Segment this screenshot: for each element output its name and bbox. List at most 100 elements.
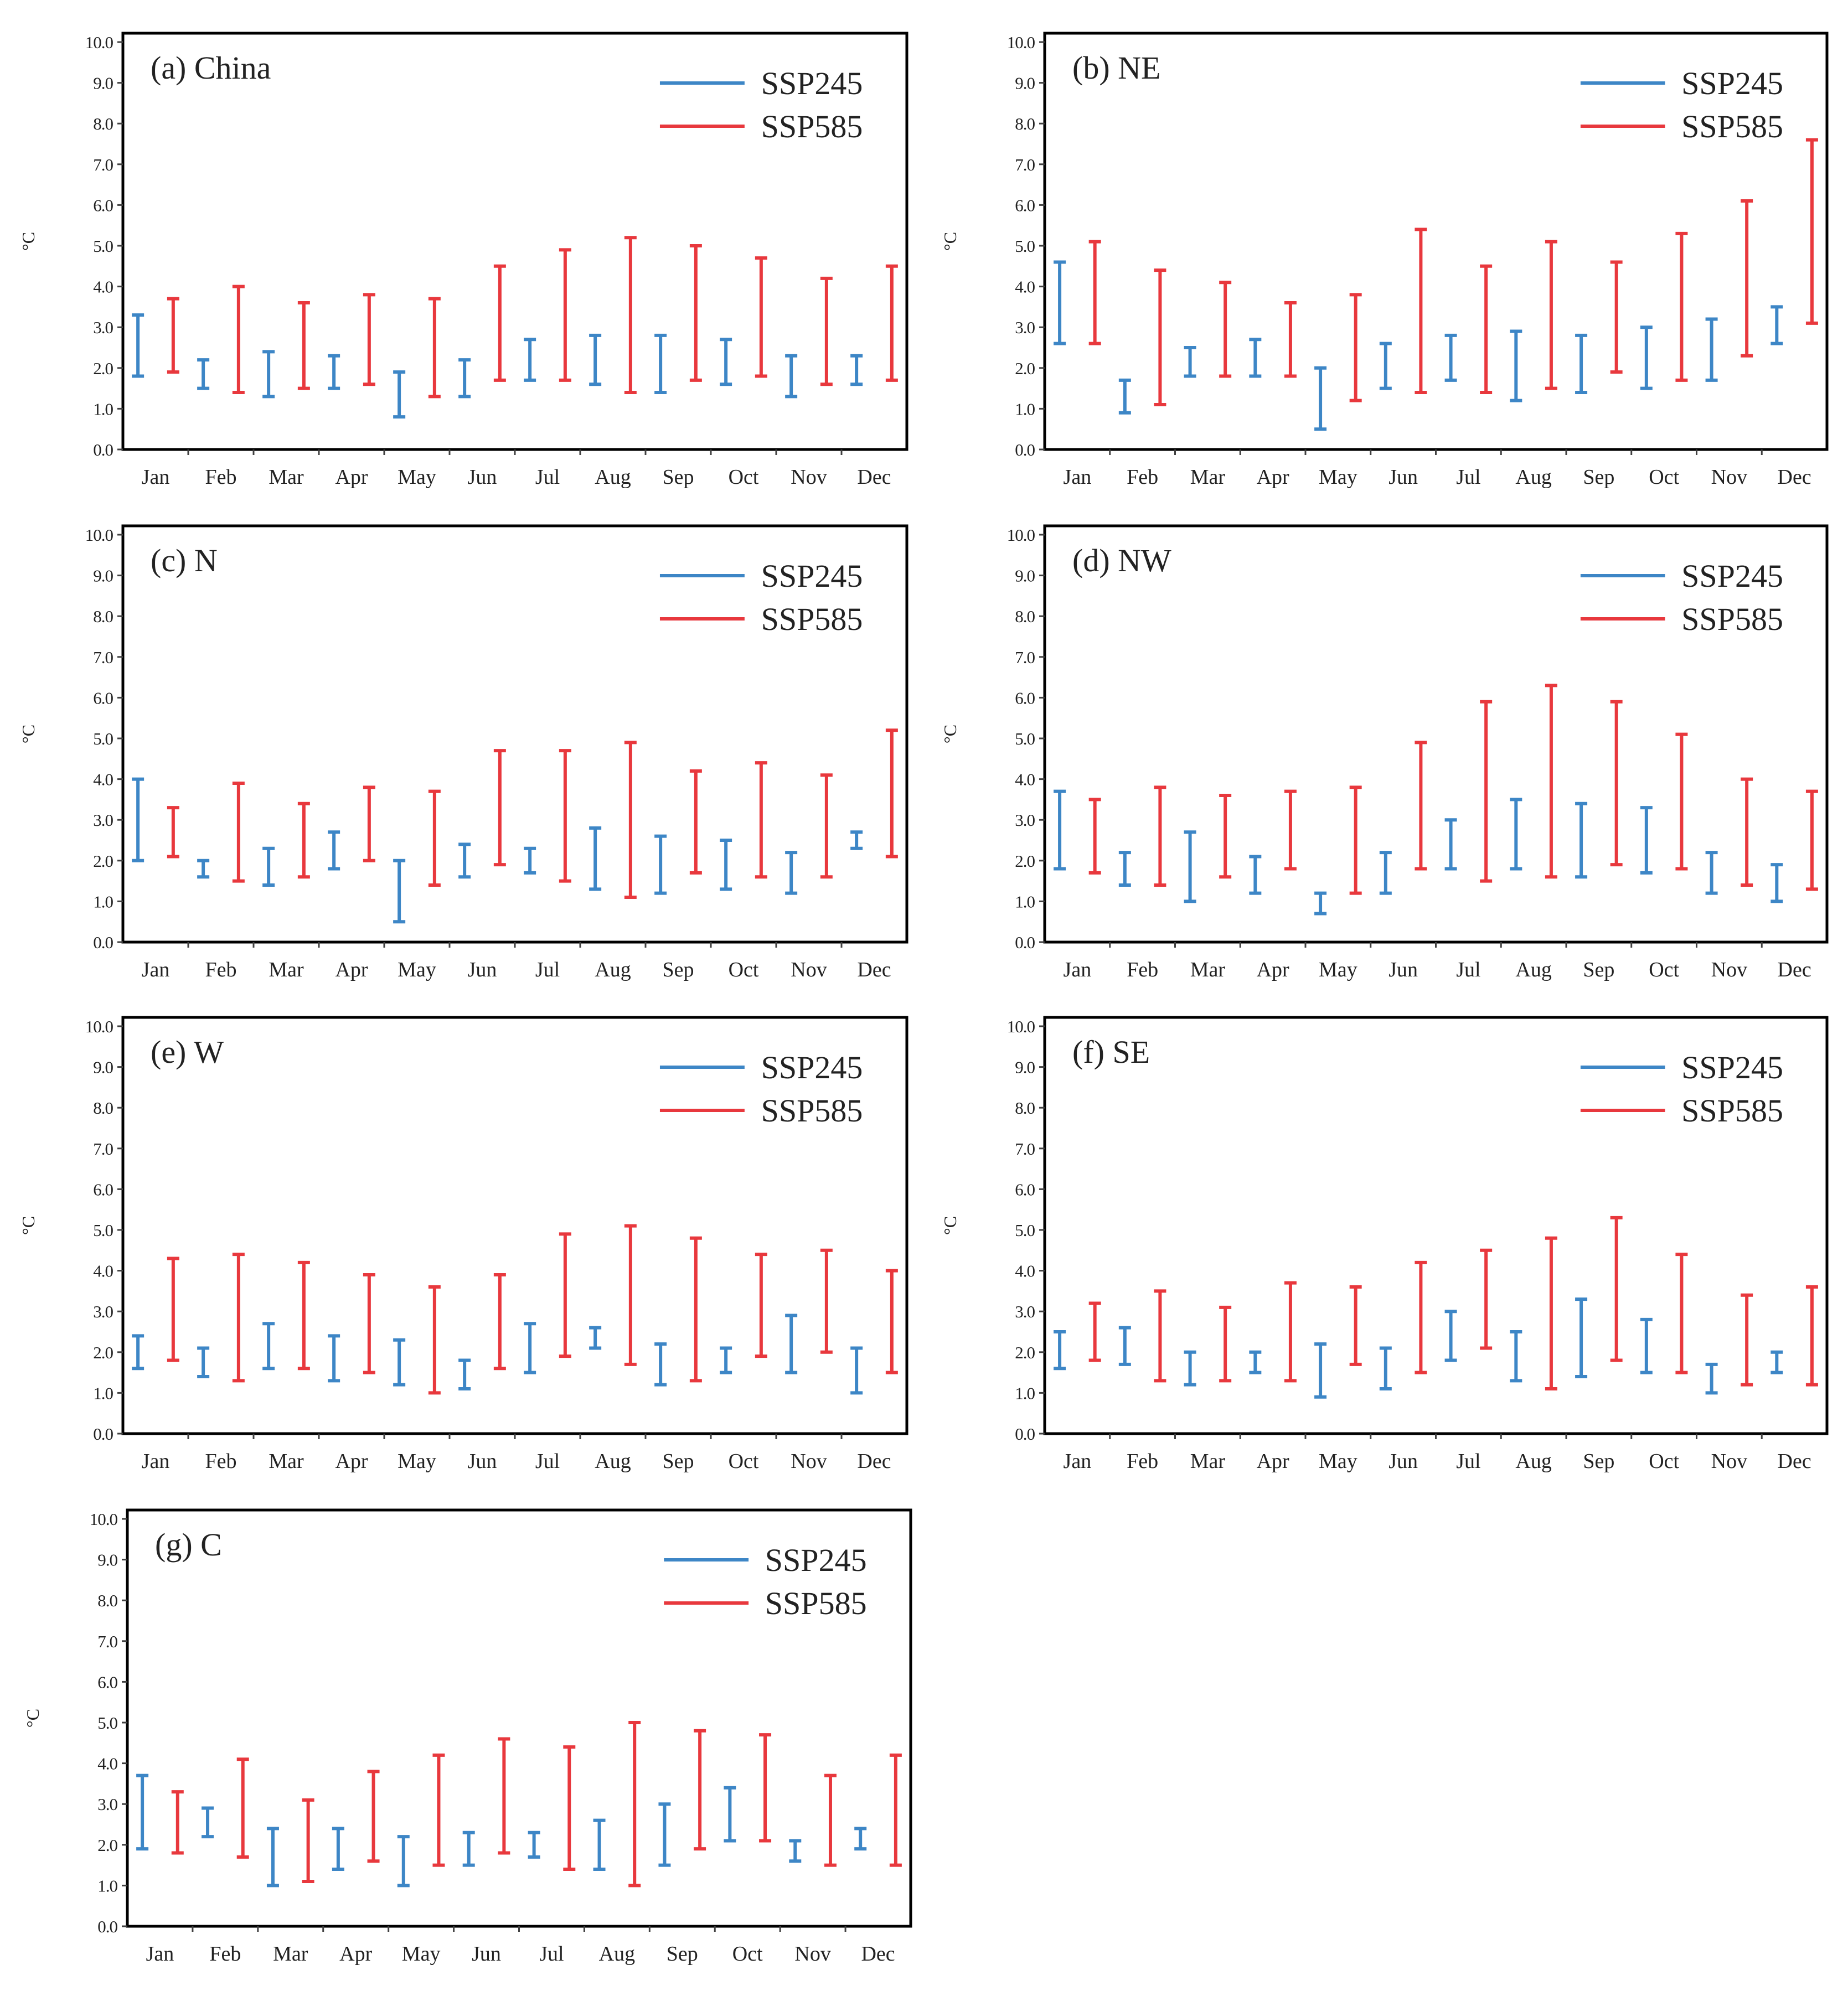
y-tick-label: 1.0: [97, 1876, 117, 1895]
range-bar: [1444, 818, 1457, 871]
range-bar: [654, 1342, 667, 1387]
y-tick-label: 1.0: [93, 892, 113, 911]
range-bar: [328, 1334, 340, 1383]
range-bar: [493, 264, 506, 382]
x-tick-label: May: [398, 1450, 436, 1473]
x-tick-label: Nov: [794, 1942, 830, 1966]
range-bar: [367, 1770, 380, 1863]
x-tick-label: Dec: [857, 1450, 891, 1473]
x-tick-label: Feb: [205, 1450, 237, 1473]
y-tick-label: 6.0: [1015, 1180, 1035, 1199]
range-bar: [850, 830, 863, 850]
y-tick-label: 8.0: [97, 1591, 117, 1610]
range-bar: [1444, 1310, 1457, 1362]
chart-panel: 0.0 1.0 2.0 3.0 4.0 5.0 6.0 7.0 8.0 9.0 10.0 °C Jan F…: [940, 524, 1829, 981]
y-tick-label: 10.0: [1007, 33, 1035, 52]
range-bar: [136, 1774, 149, 1851]
x-tick-label: Aug: [1515, 466, 1551, 489]
range-bar: [328, 830, 340, 871]
y-axis-label: °C: [23, 1709, 43, 1728]
range-bar: [1770, 1350, 1783, 1374]
x-tick-label: Apr: [335, 958, 368, 981]
range-bar: [854, 1827, 867, 1851]
y-tick-label: 3.0: [1015, 1302, 1035, 1321]
y-tick-label: 7.0: [1015, 648, 1035, 667]
range-bar: [589, 333, 602, 386]
x-tick-label: Mar: [269, 1450, 304, 1473]
range-bar: [755, 256, 767, 378]
range-bar: [167, 297, 179, 374]
y-tick-label: 9.0: [93, 74, 113, 93]
legend-label: SSP585: [765, 1585, 867, 1621]
range-bar: [493, 749, 506, 867]
chart-title: (g) C: [155, 1527, 222, 1563]
range-bar: [1314, 1342, 1327, 1399]
x-tick-label: Jan: [142, 1450, 170, 1473]
range-bar: [1118, 378, 1131, 415]
y-tick-label: 8.0: [1015, 607, 1035, 626]
y-tick-label: 8.0: [1015, 114, 1035, 133]
x-tick-label: Oct: [1649, 958, 1679, 981]
range-bar: [202, 1806, 214, 1839]
range-bar: [1705, 851, 1718, 895]
y-tick-label: 0.0: [97, 1917, 117, 1936]
y-tick-label: 0.0: [93, 440, 113, 459]
x-tick-label: Apr: [335, 466, 368, 489]
range-bar: [1575, 802, 1588, 879]
x-tick-label: Sep: [667, 1942, 698, 1966]
y-tick-label: 10.0: [1007, 525, 1035, 545]
range-bar: [689, 1236, 702, 1383]
x-tick-label: May: [1319, 1450, 1357, 1473]
x-tick-label: May: [1319, 958, 1357, 981]
range-bar: [559, 1232, 571, 1358]
range-bar: [363, 1273, 375, 1374]
y-tick-label: 10.0: [90, 1509, 118, 1529]
legend-label: SSP585: [761, 108, 863, 144]
range-bar: [624, 741, 637, 899]
x-tick-label: Jun: [1388, 958, 1418, 981]
range-bar: [1640, 806, 1653, 875]
range-bar: [363, 293, 375, 386]
legend-label: SSP245: [765, 1542, 867, 1578]
range-bar: [363, 785, 375, 862]
y-tick-label: 2.0: [1015, 851, 1035, 871]
range-bar: [1705, 317, 1718, 382]
range-bar: [1118, 1326, 1131, 1366]
legend-label: SSP245: [761, 558, 863, 594]
y-tick-label: 4.0: [1015, 770, 1035, 789]
x-tick-label: Mar: [273, 1942, 308, 1966]
range-bar: [628, 1721, 641, 1888]
x-tick-label: Jun: [1388, 466, 1418, 489]
legend-label: SSP245: [1681, 1049, 1783, 1085]
range-bar: [1314, 366, 1327, 431]
range-bar: [1249, 855, 1262, 895]
y-tick-label: 5.0: [93, 1221, 113, 1240]
range-bar: [1349, 1285, 1362, 1366]
range-bar: [1118, 851, 1131, 887]
range-bar: [559, 749, 571, 883]
y-tick-label: 6.0: [1015, 688, 1035, 707]
range-bar: [785, 851, 798, 895]
range-bar: [689, 244, 702, 382]
y-tick-label: 5.0: [1015, 236, 1035, 256]
range-bar: [755, 1253, 767, 1358]
range-bar: [1154, 785, 1166, 887]
x-tick-label: May: [398, 466, 436, 489]
range-bar: [1415, 227, 1427, 394]
y-tick-label: 7.0: [93, 648, 113, 667]
range-bar: [589, 1326, 602, 1350]
range-bar: [589, 826, 602, 891]
y-tick-label: 2.0: [93, 359, 113, 378]
range-bar: [820, 773, 833, 879]
range-bar: [789, 1839, 802, 1863]
y-axis-label: °C: [940, 232, 960, 251]
x-tick-label: Jan: [1064, 466, 1092, 489]
range-bar: [1640, 325, 1653, 390]
range-bar: [624, 236, 637, 394]
range-bar: [824, 1774, 837, 1867]
range-bar: [1284, 301, 1297, 378]
x-tick-label: Jul: [535, 466, 560, 489]
y-tick-label: 2.0: [93, 1343, 113, 1362]
chart-title: (e) W: [151, 1034, 224, 1070]
